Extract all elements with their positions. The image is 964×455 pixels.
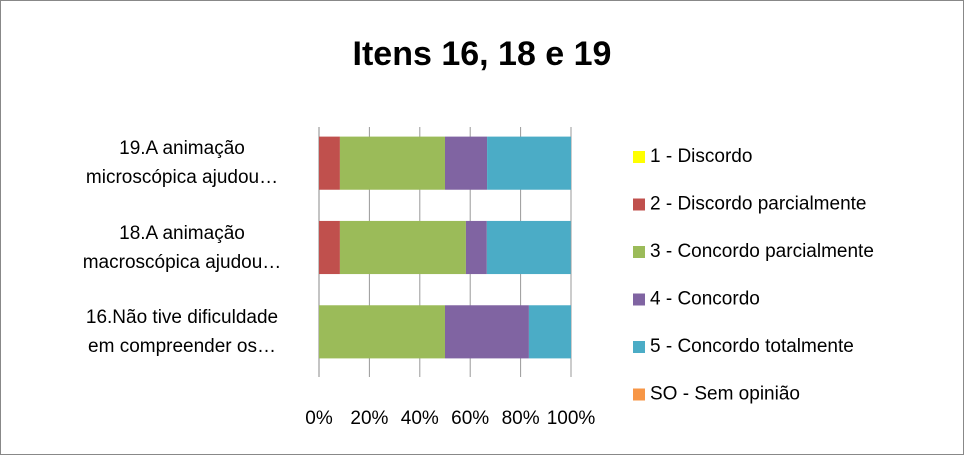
y-tick-label: 18.A animação macroscópica ajudou…	[82, 222, 282, 273]
x-tick-label: 0%	[305, 408, 333, 429]
legend-label: 1 - Discordo	[650, 146, 752, 167]
bar-segment	[487, 136, 571, 190]
bar-segment	[445, 136, 488, 190]
y-tick-label: 19.A animação microscópica ajudou…	[85, 138, 279, 189]
bar-segment	[528, 305, 571, 359]
legend-label: 2 - Discordo parcialmente	[650, 194, 866, 215]
legend-swatch	[633, 198, 645, 211]
x-tick-label: 20%	[350, 408, 388, 429]
bar-segment	[465, 220, 487, 275]
legend-label: 5 - Concordo totalmente	[650, 336, 854, 357]
y-tick-label: 16.Não tive dificuldade em compreender o…	[85, 306, 279, 357]
legend-label: 3 - Concordo parcialmente	[650, 241, 874, 262]
legend-swatch	[633, 293, 645, 306]
legend-swatch	[633, 151, 645, 163]
bar-segment	[445, 305, 529, 359]
bar-segment	[339, 136, 445, 190]
legend-swatch	[633, 388, 645, 401]
bar-segment	[319, 220, 340, 275]
legend-label: SO - Sem opinião	[650, 384, 800, 405]
bar-segment	[339, 220, 466, 275]
legend-swatch	[633, 341, 645, 353]
x-tick-label: 100%	[547, 408, 596, 429]
legend-label: 4 - Concordo	[650, 289, 760, 310]
chart-title: Itens 16, 18 e 19	[353, 35, 612, 73]
legend-swatch	[633, 246, 645, 258]
x-tick-label: 40%	[401, 408, 439, 429]
bar-segment	[319, 305, 445, 359]
x-tick-label: 60%	[451, 408, 489, 429]
x-tick-label: 80%	[502, 408, 540, 429]
bar-segment	[486, 220, 571, 275]
bar-segment	[319, 136, 340, 190]
